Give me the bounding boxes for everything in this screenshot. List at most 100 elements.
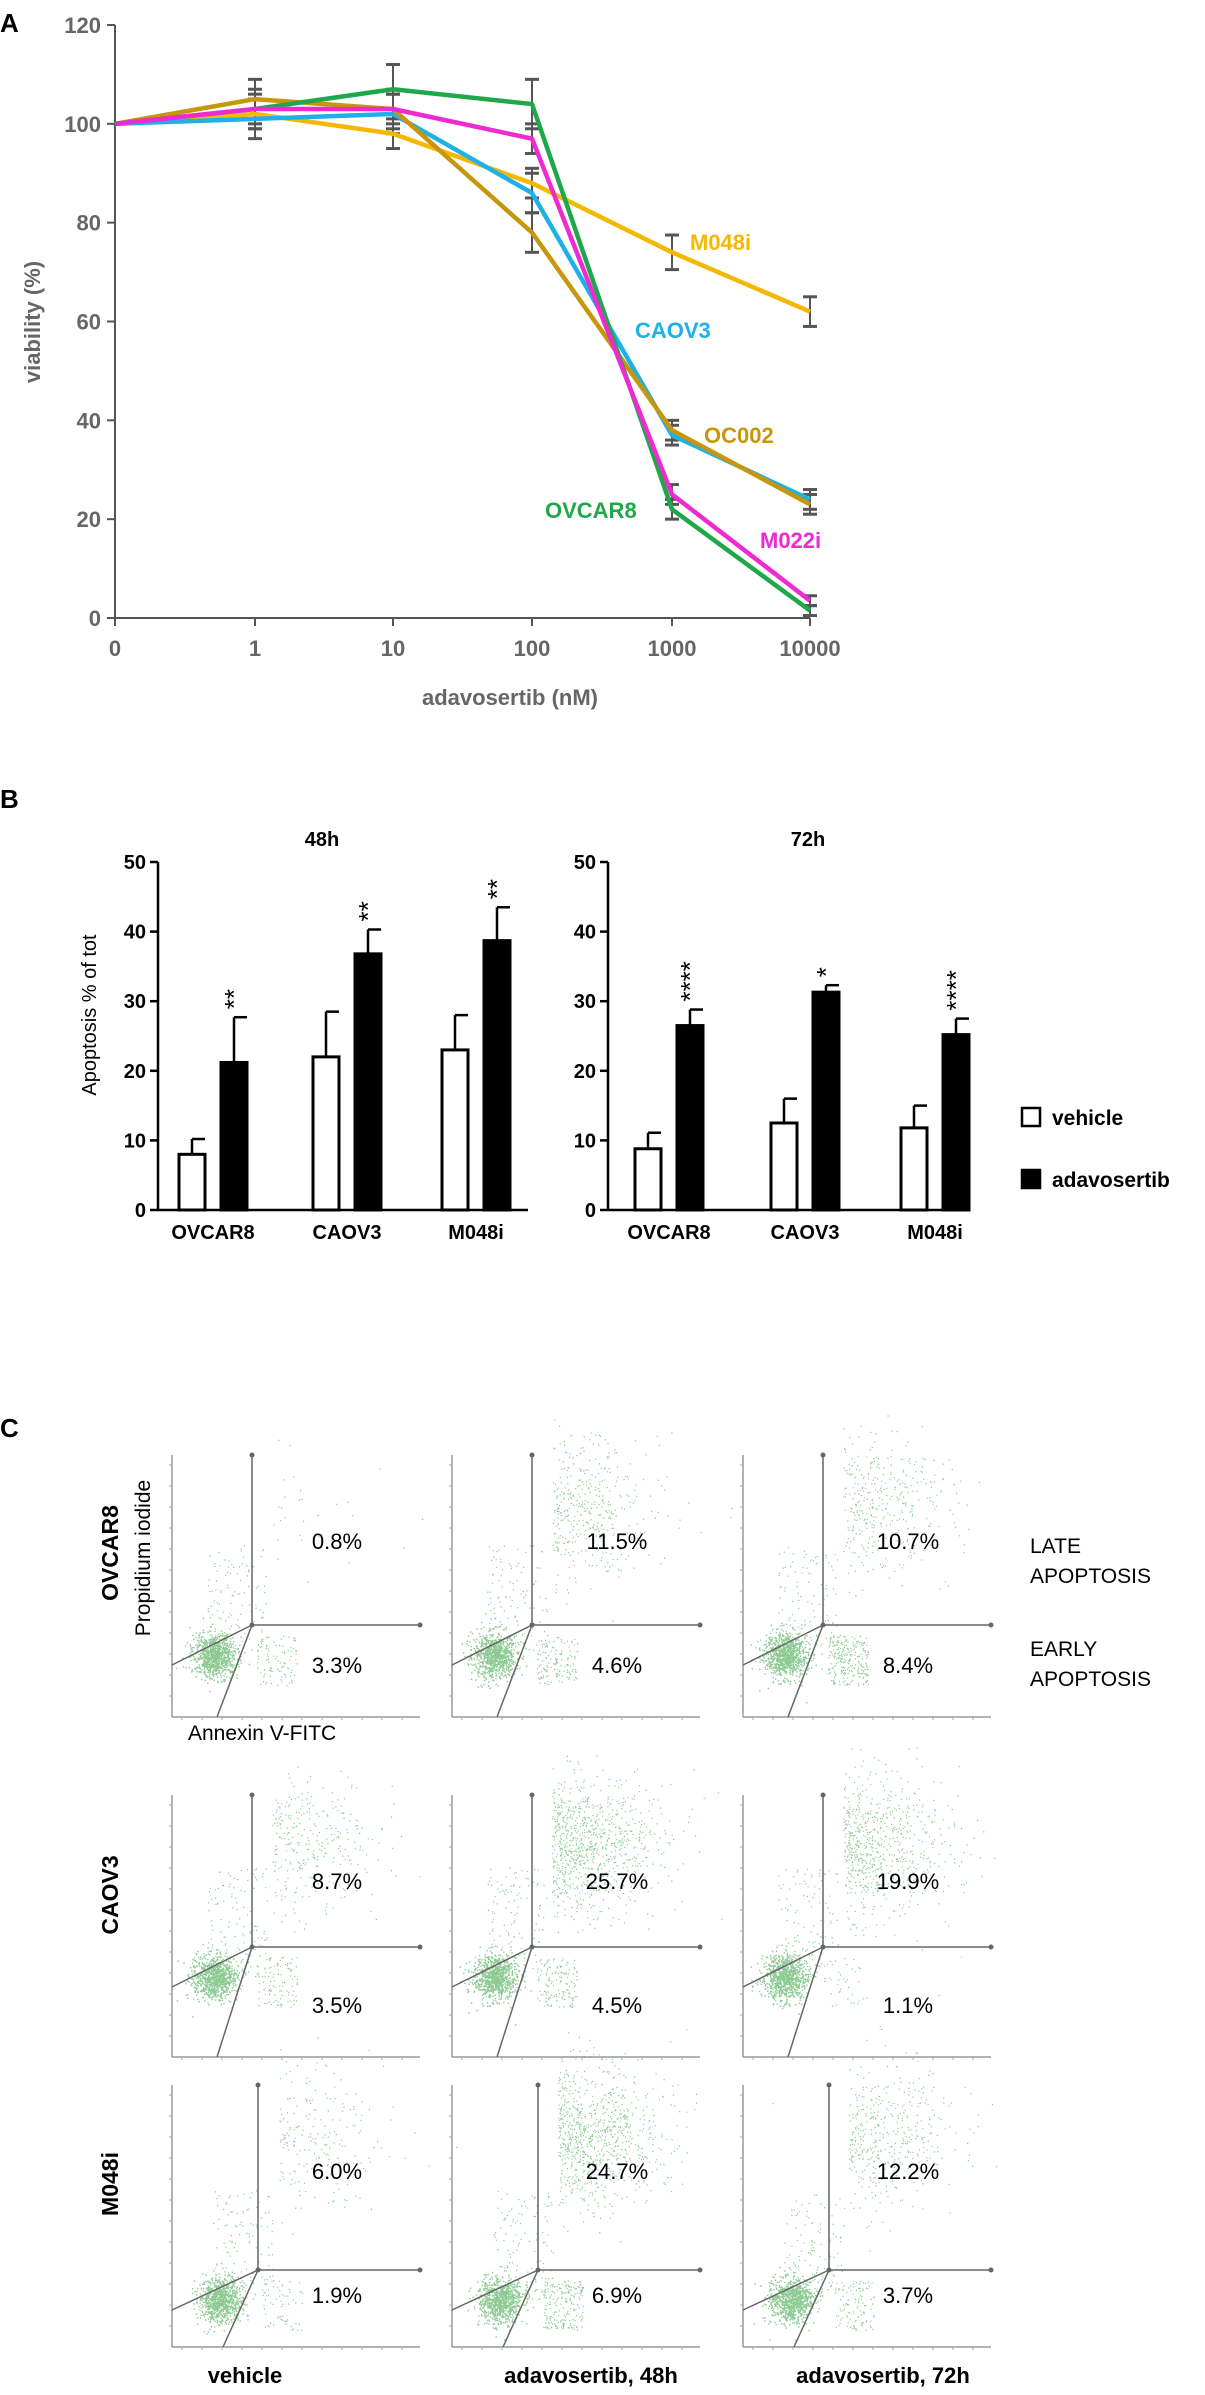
bar-vehicle-ovcar8 (177, 1152, 207, 1212)
late-apoptosis-label-2: APOPTOSIS (1030, 1565, 1151, 1588)
gate-diagonal-left (742, 1946, 824, 1988)
viability-line-chart: 0 20 40 60 80 100 120 0 1 10 100 1000 10000 M048i CA… (20, 13, 841, 710)
bar-vehicle-m048i (440, 1048, 470, 1212)
chart-a-xlabel: adavosertib (nM) (422, 685, 598, 710)
gate-diagonal-bottom (787, 1946, 824, 2058)
bar-adavosertib-caov3 (353, 952, 383, 1212)
gate-diagonal-bottom (787, 1624, 824, 1718)
bar-vehicle-ovcar8 (633, 1147, 663, 1212)
flow-column-label-1: adavosertib, 48h (504, 2363, 678, 2388)
gate-diagonal-bottom (222, 2269, 259, 2348)
panel-label-a: A (0, 8, 19, 38)
gate-handle (249, 1452, 255, 1458)
bar-category-label-m048i: M048i (448, 1222, 504, 1244)
gate-handle (820, 1452, 826, 1458)
apoptosis-bar-chart-48h: 48h Apoptosis % of tot 0 10 20 30 40 50 ** OVCA… (79, 829, 528, 1244)
bar-ytick-label: 50 (124, 852, 146, 874)
bar-ytick-label: 30 (574, 991, 596, 1013)
bar-adavosertib-ovcar8 (219, 1060, 249, 1212)
bar-category-label-caov3: CAOV3 (313, 1222, 382, 1244)
bar-ytick-label: 30 (124, 991, 146, 1013)
gate-handle (529, 1944, 535, 1950)
flow-column-label-2: adavosertib, 72h (796, 2363, 970, 2388)
flow-plot-m048i-1: 24.7% 6.9% (449, 2029, 774, 2350)
flow-scatter-dots (175, 1439, 424, 1693)
late-apoptosis-percent: 19.9% (877, 1869, 939, 1894)
bar-adavosertib-caov3 (811, 990, 841, 1212)
late-apoptosis-label-1: LATE (1030, 1535, 1081, 1558)
panel-label-c: C (0, 1413, 19, 1443)
early-apoptosis-percent: 3.5% (312, 1993, 362, 2018)
gate-diagonal-bottom (216, 1624, 253, 1718)
chart-b48-title: 48h (305, 829, 339, 851)
early-apoptosis-label-1: EARLY (1030, 1638, 1097, 1661)
gate-handle (988, 1944, 994, 1950)
flow-plot-caov3-2: 19.9% 1.1% (740, 1747, 996, 2060)
gate-diagonal-left (451, 1946, 533, 1988)
early-apoptosis-percent: 4.5% (592, 1993, 642, 2018)
bar-ytick-label: 10 (574, 1130, 596, 1152)
gate-handle (820, 1792, 826, 1798)
late-apoptosis-percent: 12.2% (877, 2159, 939, 2184)
flow-row-label-ovcar8: OVCAR8 (97, 1505, 123, 1601)
chart-a-ytick-label: 60 (77, 310, 101, 335)
bar-adavosertib-m048i (941, 1033, 971, 1212)
chart-a-ytick-label: 0 (89, 606, 101, 631)
gate-diagonal-left (171, 2269, 259, 2311)
gate-handle (255, 2267, 261, 2273)
bar-ytick-label: 0 (585, 1200, 596, 1222)
gate-handle (249, 1944, 255, 1950)
flow-plot-ovcar8-2: 10.7% 8.4% (740, 1415, 994, 1720)
flow-plot-ovcar8-0: 0.8% 3.3% (169, 1439, 424, 1720)
flow-plot-m048i-0: 6.0% 1.9% (169, 2037, 458, 2350)
bar-adavosertib-m048i (482, 939, 512, 1212)
bar-ytick-label: 10 (124, 1130, 146, 1152)
bar-ytick-label: 20 (574, 1061, 596, 1083)
chart-b48-ylabel: Apoptosis % of tot (79, 934, 101, 1096)
bar-vehicle-caov3 (769, 1121, 799, 1212)
gate-diagonal-bottom (496, 1946, 533, 2058)
chart-a-xtick-label: 10 (381, 636, 405, 661)
gate-handle (249, 1622, 255, 1628)
significance-marker: ** (353, 901, 383, 921)
gate-handle (417, 2267, 423, 2273)
gate-handle (417, 1944, 423, 1950)
gate-handle (697, 2267, 703, 2273)
chart-a-xtick-label: 0 (109, 636, 121, 661)
chart-a-xtick-label: 1000 (648, 636, 697, 661)
legend-adavosertib-swatch (1020, 1168, 1042, 1190)
flow-scatter-dots (461, 1419, 733, 1689)
bar-category-label-m048i: M048i (907, 1222, 963, 1244)
bar-category-label-ovcar8: OVCAR8 (627, 1222, 710, 1244)
gate-diagonal-bottom (496, 1624, 533, 1718)
gate-diagonal-left (451, 1624, 533, 1666)
early-apoptosis-percent: 4.6% (592, 1653, 642, 1678)
flow-plot-ovcar8-1: 11.5% 4.6% (449, 1419, 733, 1720)
late-apoptosis-percent: 25.7% (586, 1869, 648, 1894)
gate-diagonal-bottom (502, 2269, 539, 2348)
late-apoptosis-percent: 11.5% (587, 1529, 648, 1554)
early-apoptosis-percent: 3.3% (312, 1653, 362, 1678)
panel-label-b: B (0, 784, 19, 814)
series-label-ovcar8: OVCAR8 (545, 498, 637, 523)
flow-scatter-dots (750, 1747, 996, 2015)
bar-category-label-caov3: CAOV3 (771, 1222, 840, 1244)
gate-handle (255, 2082, 261, 2088)
gate-handle (826, 2267, 832, 2273)
gate-diagonal-left (742, 2269, 830, 2311)
flow-scatter-dots (459, 1755, 723, 2026)
early-apoptosis-percent: 1.1% (883, 1993, 933, 2018)
bar-ytick-label: 0 (135, 1200, 146, 1222)
late-apoptosis-percent: 6.0% (312, 2159, 362, 2184)
gate-handle (529, 1622, 535, 1628)
bar-vehicle-caov3 (311, 1055, 341, 1212)
flow-plot-caov3-0: 8.7% 3.5% (169, 1737, 423, 2060)
bar-category-label-ovcar8: OVCAR8 (171, 1222, 254, 1244)
gate-handle (529, 1792, 535, 1798)
gate-diagonal-left (451, 2269, 539, 2311)
flow-column-label-0: vehicle (208, 2363, 283, 2388)
flow-scatter-dots (190, 2037, 458, 2335)
bar-ytick-label: 40 (124, 922, 146, 944)
series-label-m022i: M022i (760, 528, 821, 553)
